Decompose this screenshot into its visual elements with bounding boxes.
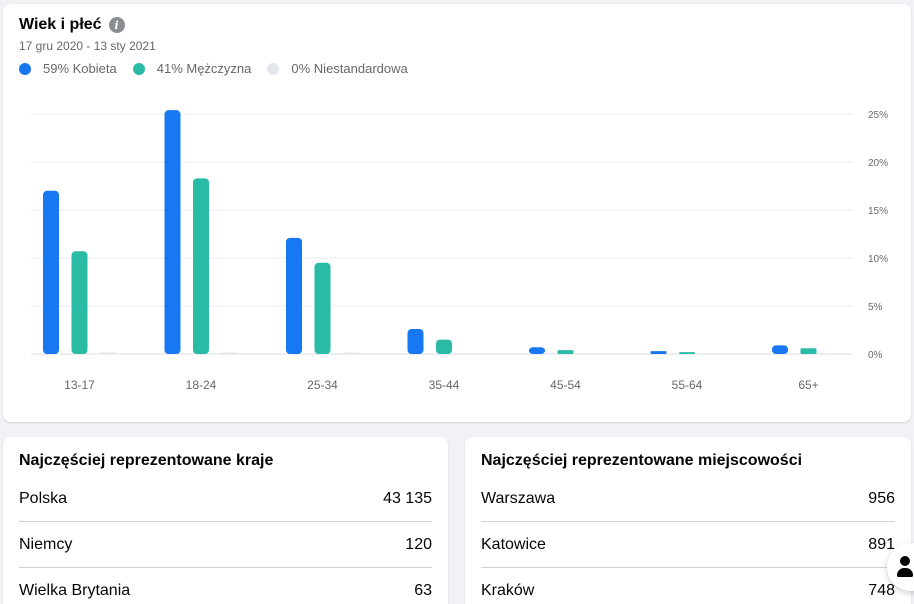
chart-header: Wiek i płeć i (19, 16, 125, 34)
bar-65+-series-0[interactable] (772, 345, 788, 354)
country-value: 43 135 (383, 489, 432, 507)
y-tick-label: 0% (868, 350, 883, 361)
x-tick-label: 25-34 (307, 378, 338, 392)
x-tick-label: 45-54 (550, 378, 581, 392)
city-name: Warszawa (481, 489, 556, 507)
y-tick-label: 15% (868, 206, 888, 217)
x-tick-label: 55-64 (672, 378, 703, 392)
city-value: 956 (868, 489, 895, 507)
bar-13-17-series-1[interactable] (71, 251, 88, 354)
bar-35-44-series-0[interactable] (407, 329, 424, 354)
date-range: 17 gru 2020 - 13 sty 2021 (19, 39, 156, 53)
list-item: Polska 43 135 (19, 476, 432, 522)
bar-13-17-series-2[interactable] (100, 352, 116, 355)
countries-list: Polska 43 135 Niemcy 120 Wielka Brytania… (19, 476, 432, 604)
country-value: 120 (405, 535, 432, 553)
y-tick-label: 25% (868, 110, 888, 121)
list-item: Wielka Brytania 63 (19, 568, 432, 604)
bar-18-24-series-0[interactable] (164, 110, 181, 354)
city-value: 748 (868, 582, 895, 599)
bar-13-17-series-0[interactable] (43, 190, 59, 354)
country-name: Niemcy (19, 535, 73, 553)
bar-45-54-series-1[interactable] (557, 350, 574, 354)
bar-18-24-series-2[interactable] (221, 352, 238, 355)
country-name: Polska (19, 489, 68, 507)
country-name: Wielka Brytania (19, 582, 131, 599)
x-tick-label: 13-17 (64, 378, 95, 392)
bar-35-44-series-1[interactable] (436, 339, 452, 354)
bar-25-34-series-1[interactable] (314, 262, 331, 354)
audience-fab-button[interactable] (887, 543, 914, 591)
age-gender-bar-chart: 0% 5% 10% 15% 20% 25% 13-17 18-24 25-34 35-44 45-5… (31, 110, 888, 392)
chart-legend: 59% Kobieta 41% Mężczyzna 0% Niestandard… (19, 61, 424, 76)
bar-55-64-series-1[interactable] (679, 352, 695, 354)
city-name: Katowice (481, 535, 546, 553)
list-item: Warszawa 956 (481, 476, 895, 522)
y-tick-label: 10% (868, 254, 888, 265)
countries-title: Najczęściej reprezentowane kraje (19, 452, 274, 469)
cities-title: Najczęściej reprezentowane miejscowości (481, 452, 803, 469)
bar-45-54-series-0[interactable] (529, 347, 545, 354)
legend-label-female: 59% Kobieta (43, 61, 117, 76)
list-item: Katowice 891 (481, 522, 895, 568)
legend-item-custom: 0% Niestandardowa (267, 61, 408, 76)
bar-25-34-series-2[interactable] (343, 352, 359, 355)
age-gender-card: 0% 5% 10% 15% 20% 25% 13-17 18-24 25-34 35-44 45-5… (3, 4, 911, 422)
person-icon-body (897, 568, 913, 577)
bar-18-24-series-1[interactable] (193, 178, 209, 354)
bar-25-34-series-0[interactable] (286, 237, 302, 354)
legend-dot-custom (267, 62, 280, 75)
x-tick-label: 35-44 (429, 378, 460, 392)
legend-label-custom: 0% Niestandardowa (291, 61, 408, 76)
legend-dot-male (132, 62, 145, 75)
cities-list: Warszawa 956 Katowice 891 Kraków 748 (481, 476, 895, 604)
list-item: Kraków 748 (481, 568, 895, 604)
top-cities-card: Najczęściej reprezentowane miejscowości … (465, 437, 911, 604)
list-item: Niemcy 120 (19, 522, 432, 568)
chart-title: Wiek i płeć (19, 16, 102, 33)
legend-label-male: 41% Mężczyzna (156, 61, 252, 76)
city-name: Kraków (481, 582, 535, 599)
person-icon (900, 556, 910, 566)
x-tick-label: 18-24 (186, 378, 217, 392)
y-tick-label: 20% (868, 158, 888, 169)
x-tick-label: 65+ (798, 378, 818, 392)
bar-65+-series-1[interactable] (800, 348, 817, 354)
bar-55-64-series-0[interactable] (650, 351, 667, 354)
legend-item-male: 41% Mężczyzna (132, 61, 252, 76)
legend-item-female: 59% Kobieta (19, 61, 117, 76)
y-tick-label: 5% (868, 302, 883, 313)
info-icon[interactable]: i (108, 17, 125, 33)
legend-dot-female (19, 62, 31, 75)
city-value: 891 (868, 535, 895, 553)
country-value: 63 (414, 582, 432, 599)
top-countries-card: Najczęściej reprezentowane kraje Polska … (3, 437, 448, 604)
